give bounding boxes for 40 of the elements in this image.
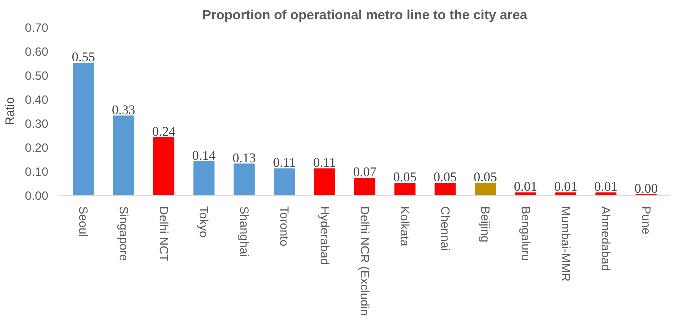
data-label: 0.14 xyxy=(192,148,216,163)
data-label: 0.55 xyxy=(72,50,96,64)
data-label: 0.07 xyxy=(353,164,377,180)
x-tick-label: Beijing xyxy=(478,206,493,243)
data-label: 0.01 xyxy=(514,179,538,194)
x-tick-label: Kolkata xyxy=(398,206,412,247)
y-axis-title: Ratio xyxy=(3,97,18,126)
data-label: 0.11 xyxy=(313,155,336,170)
x-tick-label: Ahmedabad xyxy=(599,206,614,272)
y-tick-label: 0.30 xyxy=(25,117,49,131)
y-tick-label: 0.00 xyxy=(25,189,49,203)
y-tick-label: 0.40 xyxy=(25,93,49,107)
x-tick-label: Delhi NCT xyxy=(157,206,172,263)
x-tick-label: Toronto xyxy=(278,206,292,247)
data-label: 0.11 xyxy=(273,155,296,170)
y-tick-label: 0.20 xyxy=(25,141,49,155)
data-label: 0.00 xyxy=(634,180,658,196)
x-tick-label: Tokyo xyxy=(197,206,212,238)
y-tick-label: 0.60 xyxy=(25,45,49,59)
x-tick-label: Bengaluru xyxy=(518,206,533,262)
y-tick-label: 0.70 xyxy=(25,21,49,35)
y-tick-label: 0.50 xyxy=(25,69,49,83)
x-tick-label: Delhi NCR (Excludin xyxy=(358,206,372,316)
x-tick-label: Shanghai xyxy=(237,206,252,258)
x-tick-label: Seoul xyxy=(76,206,91,238)
x-tick-label: Pune xyxy=(639,206,654,235)
x-tick-label: Chennai xyxy=(438,206,452,252)
data-label: 0.05 xyxy=(474,170,498,184)
data-label: 0.01 xyxy=(554,179,578,194)
data-label: 0.24 xyxy=(152,124,176,139)
data-label: 0.13 xyxy=(232,150,256,166)
x-tick-label: Mumbai-MMR xyxy=(558,206,573,282)
y-tick-label: 0.10 xyxy=(25,165,49,179)
x-tick-label: Singapore xyxy=(116,206,131,262)
data-label: 0.05 xyxy=(434,170,458,184)
chart-title: Proportion of operational metro line to the city area xyxy=(202,8,528,22)
x-tick-label: Hyderabad xyxy=(318,206,332,266)
data-label: 0.33 xyxy=(112,102,136,118)
data-label: 0.01 xyxy=(594,179,618,194)
data-label: 0.05 xyxy=(394,170,418,184)
